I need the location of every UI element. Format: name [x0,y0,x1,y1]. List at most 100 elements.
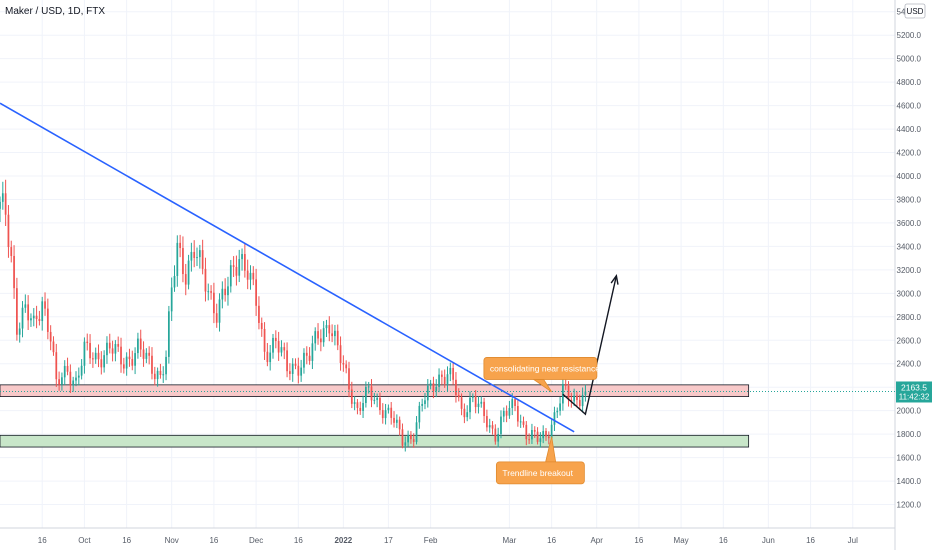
candle-body [305,352,308,356]
candle-body [438,374,440,387]
time-tick-label: Nov [165,536,179,545]
candle-body [342,362,345,365]
candle-body [466,412,469,418]
candle-body [570,399,573,402]
candle-body [533,429,536,432]
candle-body [303,352,305,368]
candle-body [266,351,269,363]
price-tick-label: 5000.0 [897,55,922,64]
candle-body [491,425,494,429]
candle-body [376,397,379,400]
time-tick-label: 17 [384,536,393,545]
candle-body [511,399,514,409]
candle-body [410,434,412,440]
candle-body [277,341,280,353]
chart-title: Maker / USD, 1D, FTX [5,6,105,17]
candle-body [556,410,559,413]
candle-body [562,383,564,404]
last-price-badge [896,381,932,403]
candle-body [218,299,221,323]
candle-body [494,428,497,442]
candle-body [252,272,255,280]
candle-body [75,377,77,381]
candle-body [311,343,314,361]
time-tick-label: Mar [503,536,517,545]
time-tick-label: Dec [249,536,263,545]
candle-body [353,402,356,404]
candle-body [429,383,432,386]
candle-body [182,248,184,275]
candle-body [100,359,103,368]
candle-body [187,260,190,285]
candle-body [483,401,485,417]
candle-body [72,380,75,386]
candle-body [41,301,44,322]
candle-body [55,352,58,380]
price-tick-label: 5200.0 [897,31,922,40]
candle-body [426,385,429,401]
candle-body [331,333,333,337]
candle-body [497,433,500,442]
price-tick-label: 1200.0 [897,501,922,510]
price-tick-label: 4000.0 [897,172,922,181]
candle-body [486,416,488,428]
candle-body [131,359,134,366]
candle-body [525,424,528,440]
candle-body [207,291,210,293]
candle-body [10,247,13,256]
candle-body [69,371,72,386]
candle-body [457,395,460,398]
candle-body [184,274,187,285]
currency-badge-text: USD [907,7,924,16]
candle-body [435,386,438,391]
candle-body [215,313,218,323]
candle-body [117,344,120,347]
candle-body [263,328,266,352]
candle-body [148,352,151,356]
time-tick-label: Apr [590,536,603,545]
candle-body [170,287,173,312]
candle-body [567,385,570,400]
candle-body [52,341,55,353]
candle-body [424,400,426,404]
time-tick-label: Oct [78,536,91,545]
candle-body [128,356,131,360]
candle-body [531,429,533,440]
candle-body [440,374,443,377]
candle-body [153,373,156,380]
candle-body [477,403,480,408]
candle-body [289,371,291,374]
candle-body [173,275,176,288]
candle-body [246,270,249,280]
candle-body [381,410,384,419]
candle-body [159,370,162,376]
candle-body [536,431,539,442]
candle-body [336,330,339,346]
price-tick-label: 3000.0 [897,289,922,298]
candle-body [204,268,207,292]
candle-body [249,272,252,280]
price-tick-label: 1400.0 [897,477,922,486]
candle-body [49,331,52,342]
candle-body [193,251,196,258]
candle-body [401,429,404,446]
candle-body [190,251,193,261]
candle-body [505,410,508,416]
candle-body [156,370,159,380]
candle-body [151,355,153,374]
time-tick-label: 16 [209,536,218,545]
candle-body [142,349,145,359]
price-tick-label: 2400.0 [897,360,922,369]
candle-body [272,337,274,353]
price-tick-label: 3400.0 [897,242,922,251]
candle-body [235,266,238,276]
candle-body [30,318,32,321]
candle-body [61,377,63,385]
candle-body [46,308,49,332]
candle-body [550,424,553,439]
candle-body [393,417,395,423]
candle-body [412,439,415,442]
projection-arrowhead [610,273,619,285]
candle-body [370,386,373,401]
